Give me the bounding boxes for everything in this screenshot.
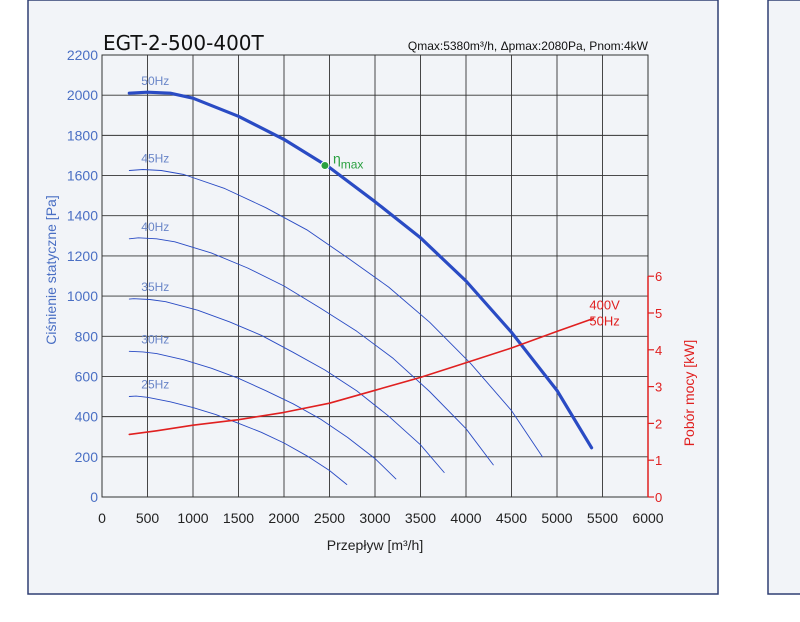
y-tick-label: 2000 (67, 87, 98, 103)
y-tick-label: 1600 (67, 168, 98, 184)
y-tick-label: 1000 (67, 288, 98, 304)
curve-label-40hz: 40Hz (141, 220, 169, 234)
y2-tick-label: 4 (655, 343, 662, 358)
y-tick-label: 0 (90, 489, 98, 505)
pressure-curve-50hz (127, 90, 594, 450)
curve-label-30hz: 30Hz (141, 332, 169, 346)
x-tick-label: 1000 (177, 510, 208, 526)
x-tick-label: 0 (98, 510, 106, 526)
pressure-curve-25hz (128, 395, 348, 485)
pressure-curve-30hz (128, 350, 397, 480)
curve-label-35hz: 35Hz (141, 280, 169, 294)
x-tick-label: 2000 (268, 510, 299, 526)
y2-tick-label: 5 (655, 306, 662, 321)
curve-label-25hz: 25Hz (141, 378, 169, 392)
y2-tick-label: 0 (655, 490, 662, 505)
y2-tick-label: 2 (655, 416, 662, 431)
pressure-curve-35hz (128, 298, 445, 473)
y-tick-label: 400 (75, 409, 99, 425)
x-tick-label: 1500 (223, 510, 254, 526)
curve-label-50hz: 50Hz (141, 74, 169, 88)
x-tick-label: 5500 (587, 510, 618, 526)
curve-label-45hz: 45Hz (141, 152, 169, 166)
eta-max-point (320, 161, 330, 170)
y-tick-label: 800 (75, 328, 99, 344)
x-tick-label: 500 (136, 510, 160, 526)
pressure-curve-40hz (128, 237, 494, 466)
y-axis-title: Ciśnienie statyczne [Pa] (43, 195, 59, 344)
x-tick-label: 3000 (359, 510, 390, 526)
pressure-curve-45hz (128, 169, 543, 458)
y-tick-label: 1800 (67, 127, 98, 143)
y-tick-label: 600 (75, 368, 99, 384)
y-tick-label: 200 (75, 449, 99, 465)
x-axis-title: Przepływ [m³/h] (327, 537, 423, 553)
y-tick-label: 1200 (67, 248, 98, 264)
chart-title: EGT-2-500-400T (103, 31, 265, 55)
chart-subtitle: Qmax:5380m³/h, Δpmax:2080Pa, Pnom:4kW (408, 39, 649, 53)
x-tick-label: 4000 (450, 510, 481, 526)
eta-max-subscript: max (341, 158, 364, 172)
y2-tick-label: 6 (655, 269, 662, 284)
y2-tick-label: 1 (655, 453, 662, 468)
adjacent-panel (767, 0, 800, 595)
x-tick-label: 4500 (496, 510, 527, 526)
x-tick-label: 5000 (541, 510, 572, 526)
curves (127, 90, 595, 485)
x-tick-label: 2500 (314, 510, 345, 526)
power-curve-label: 400V (589, 298, 620, 313)
grid (101, 54, 649, 498)
y-tick-label: 1400 (67, 208, 98, 224)
power-curve-label: 50Hz (589, 314, 619, 329)
x-tick-label: 6000 (632, 510, 663, 526)
x-tick-label: 3500 (405, 510, 436, 526)
power-curve (128, 317, 595, 436)
chart-panel (27, 0, 719, 595)
y2-tick-label: 3 (655, 380, 662, 395)
y2-axis-title: Pobór mocy [kW] (681, 340, 697, 447)
axis-ticks: 0200400600800100012001400160018002000220… (67, 47, 664, 526)
y-tick-label: 2200 (67, 47, 98, 63)
